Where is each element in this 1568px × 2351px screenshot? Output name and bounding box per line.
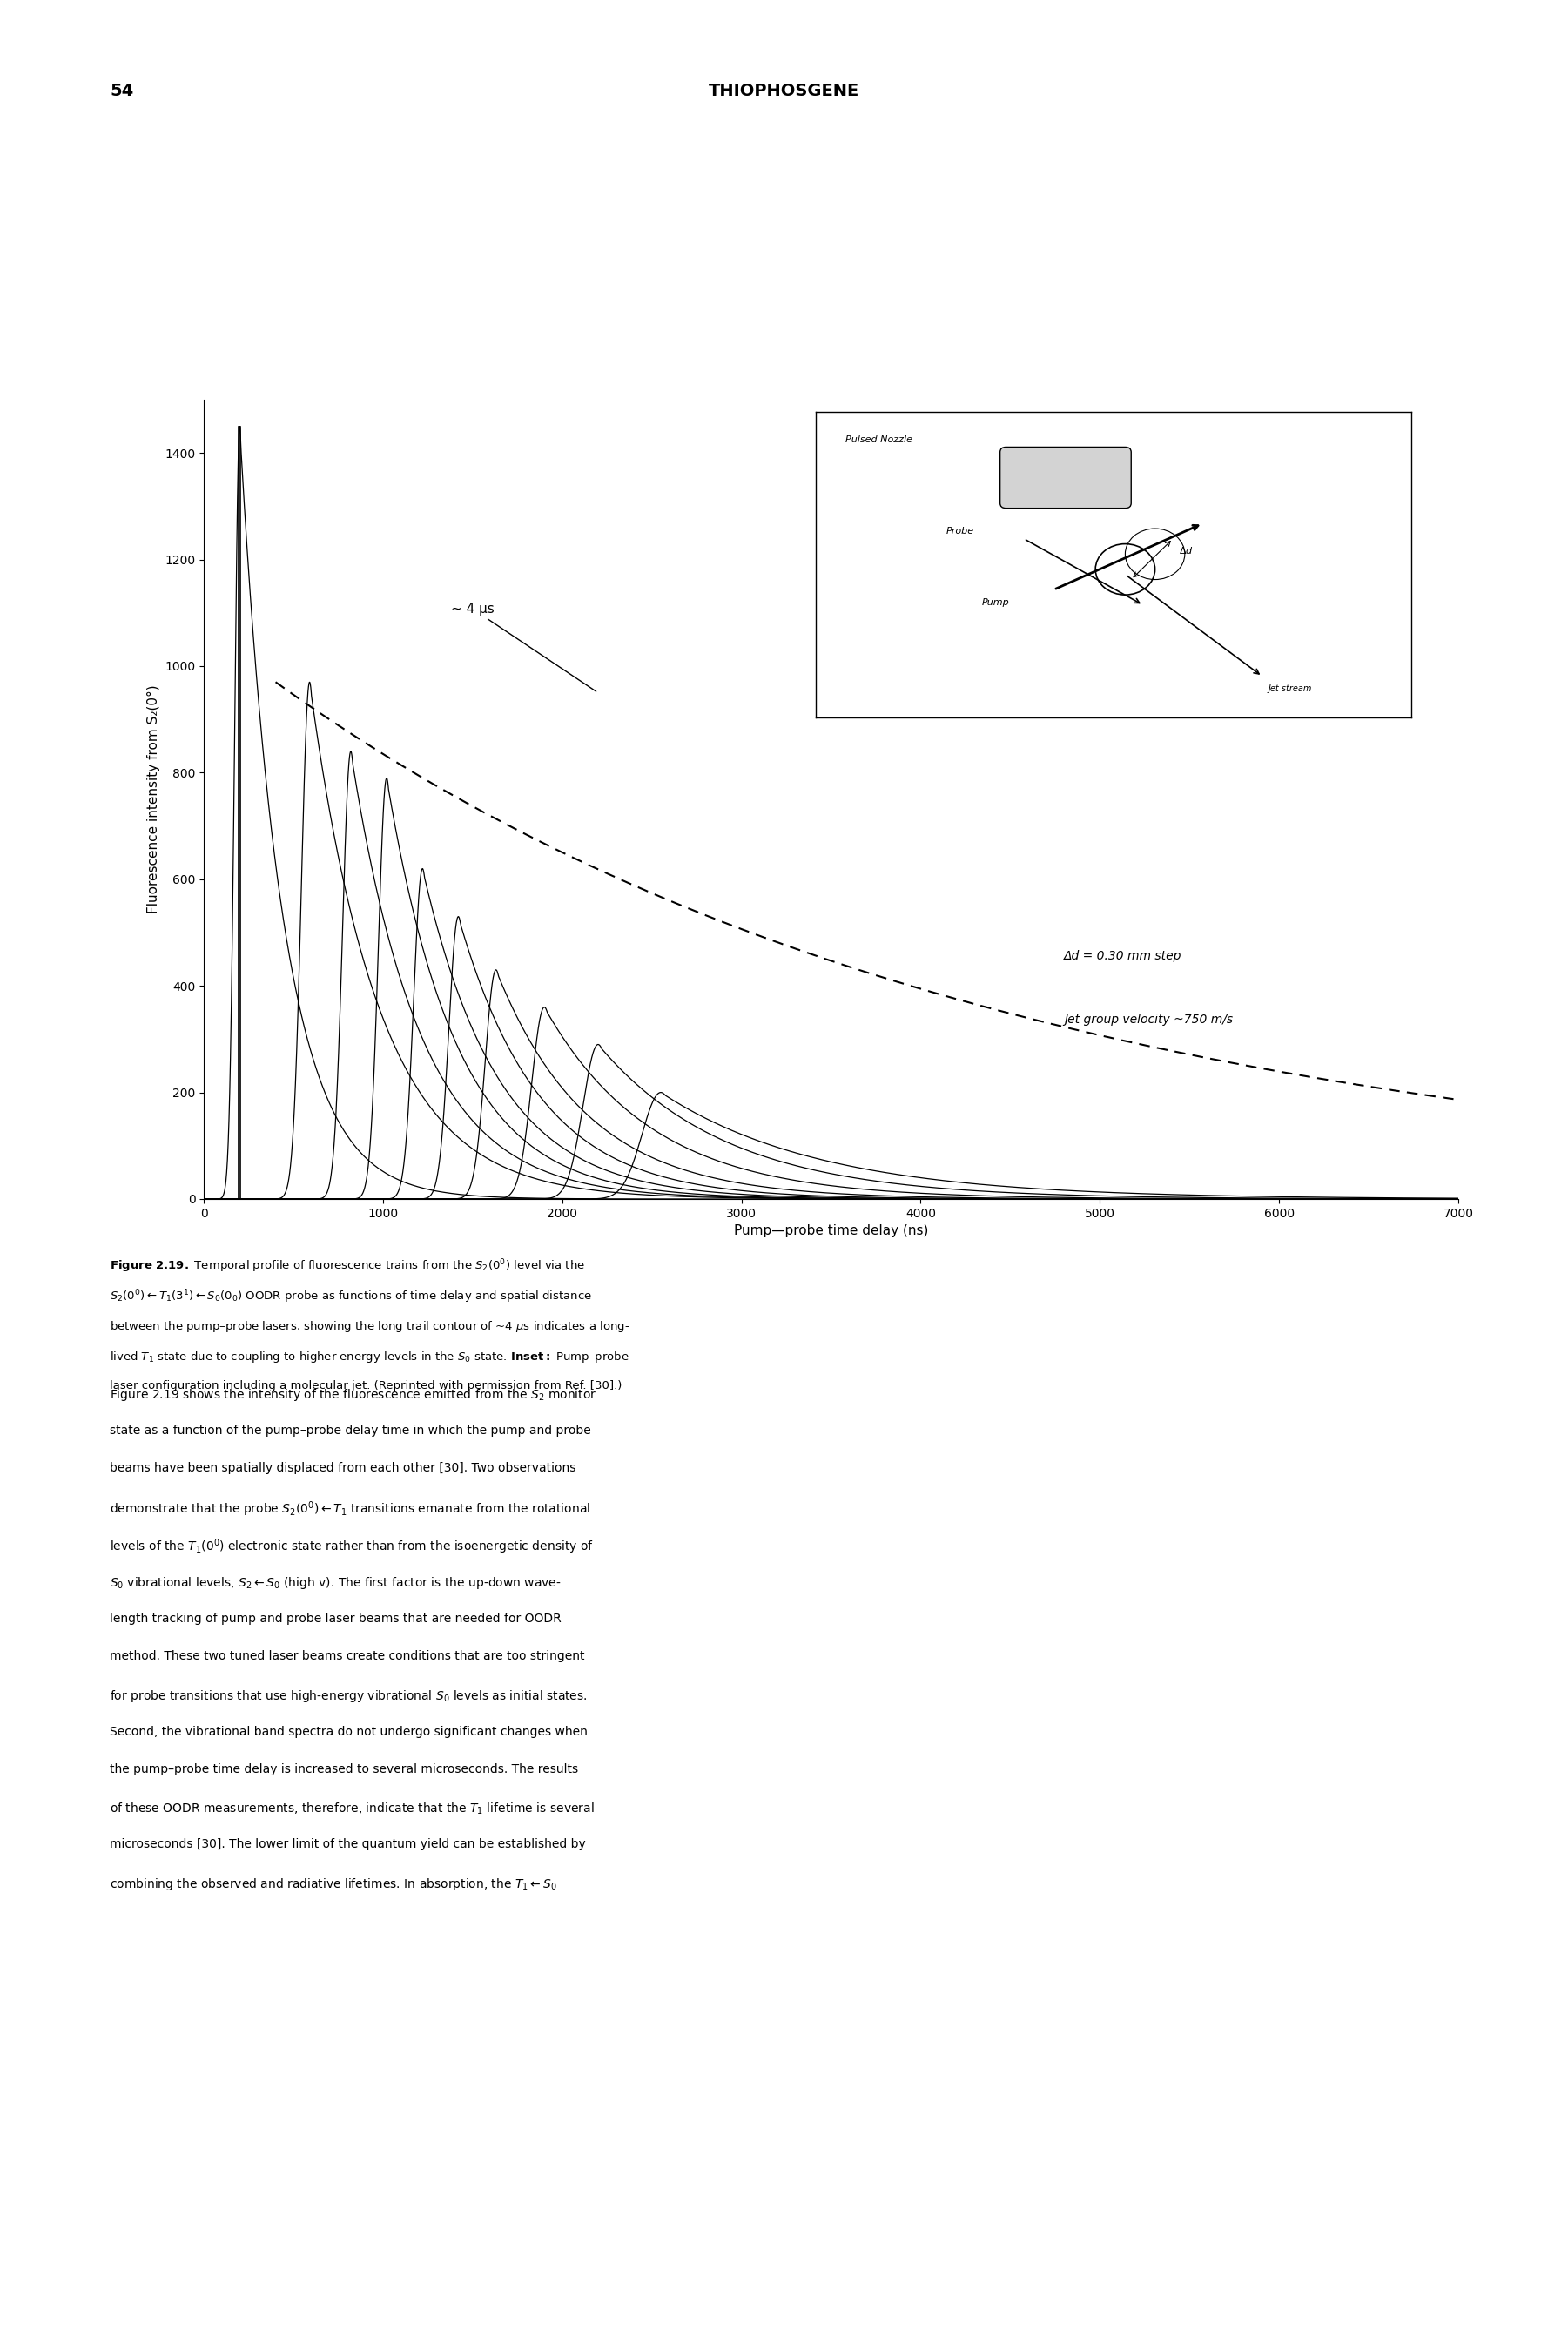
Text: $\Delta d$: $\Delta d$ — [1179, 545, 1193, 555]
Text: the pump–probe time delay is increased to several microseconds. The results: the pump–probe time delay is increased t… — [110, 1763, 579, 1775]
Text: Probe: Probe — [947, 527, 974, 536]
Text: Figure 2.19 shows the intensity of the fluorescence emitted from the $S_2$ monit: Figure 2.19 shows the intensity of the f… — [110, 1387, 597, 1404]
Y-axis label: Fluorescence intensity from S₂(0°): Fluorescence intensity from S₂(0°) — [147, 684, 160, 915]
Text: $S_0$ vibrational levels, $S_2 \leftarrow S_0$ (high v). The first factor is the: $S_0$ vibrational levels, $S_2 \leftarro… — [110, 1575, 561, 1592]
Text: state as a function of the pump–probe delay time in which the pump and probe: state as a function of the pump–probe de… — [110, 1425, 591, 1436]
Text: ~ 4 μs: ~ 4 μs — [452, 602, 596, 691]
Text: Δd = 0.30 mm step: Δd = 0.30 mm step — [1065, 950, 1182, 962]
Text: demonstrate that the probe $S_2(0^0) \leftarrow T_1$ transitions emanate from th: demonstrate that the probe $S_2(0^0) \le… — [110, 1500, 591, 1519]
Text: lived $T_1$ state due to coupling to higher energy levels in the $S_0$ state. $\: lived $T_1$ state due to coupling to hig… — [110, 1349, 629, 1364]
Text: method. These two tuned laser beams create conditions that are too stringent: method. These two tuned laser beams crea… — [110, 1650, 585, 1662]
Text: Jet group velocity ~750 m/s: Jet group velocity ~750 m/s — [1065, 1013, 1232, 1025]
Text: Jet stream: Jet stream — [1269, 684, 1312, 694]
Text: between the pump–probe lasers, showing the long trail contour of ~4 $\mu$s indic: between the pump–probe lasers, showing t… — [110, 1319, 630, 1333]
Text: length tracking of pump and probe laser beams that are needed for OODR: length tracking of pump and probe laser … — [110, 1613, 561, 1625]
X-axis label: Pump—probe time delay (ns): Pump—probe time delay (ns) — [734, 1225, 928, 1237]
Text: levels of the $T_1(0^0)$ electronic state rather than from the isoenergetic dens: levels of the $T_1(0^0)$ electronic stat… — [110, 1538, 594, 1556]
Text: 54: 54 — [110, 82, 133, 99]
Text: THIOPHOSGENE: THIOPHOSGENE — [709, 82, 859, 99]
Text: Pump: Pump — [982, 597, 1010, 607]
Text: for probe transitions that use high-energy vibrational $S_0$ levels as initial s: for probe transitions that use high-ener… — [110, 1688, 588, 1704]
Text: beams have been spatially displaced from each other [30]. Two observations: beams have been spatially displaced from… — [110, 1462, 575, 1474]
Text: of these OODR measurements, therefore, indicate that the $T_1$ lifetime is sever: of these OODR measurements, therefore, i… — [110, 1801, 594, 1815]
FancyBboxPatch shape — [1000, 447, 1131, 508]
Text: microseconds [30]. The lower limit of the quantum yield can be established by: microseconds [30]. The lower limit of th… — [110, 1838, 586, 1850]
Text: Pulsed Nozzle: Pulsed Nozzle — [845, 435, 913, 444]
Text: combining the observed and radiative lifetimes. In absorption, the $T_1 \leftarr: combining the observed and radiative lif… — [110, 1876, 557, 1893]
Text: $\bf{Figure\ 2.19.}$ Temporal profile of fluorescence trains from the $S_2(0^0)$: $\bf{Figure\ 2.19.}$ Temporal profile of… — [110, 1258, 585, 1274]
Text: $S_2(0^0) \leftarrow T_1(3^1) \leftarrow S_0(0_0)$ OODR probe as functions of ti: $S_2(0^0) \leftarrow T_1(3^1) \leftarrow… — [110, 1288, 593, 1305]
Text: laser configuration including a molecular jet. (Reprinted with permission from R: laser configuration including a molecula… — [110, 1380, 622, 1392]
Text: Second, the vibrational band spectra do not undergo significant changes when: Second, the vibrational band spectra do … — [110, 1726, 588, 1737]
